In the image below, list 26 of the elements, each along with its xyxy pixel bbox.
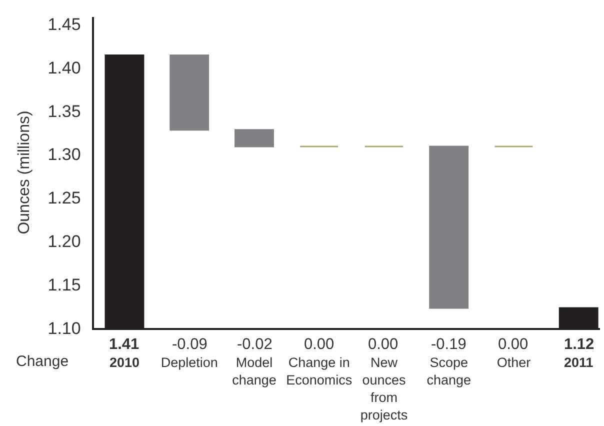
x-tick-label: 2011 [564,354,594,370]
y-axis-title: Ounces (millions) [16,110,34,234]
y-tick-label: 1.15 [48,276,81,295]
x-tick-label: Model change [232,354,276,388]
y-tick-label: 1.30 [48,145,81,164]
data-label: -0.19 [431,336,466,353]
x-tick-label: Scope change [426,354,471,388]
data-label: 0.00 [498,336,529,353]
y-tick-label: 1.45 [48,14,81,34]
x-tick-label: New ounces from projects [360,354,408,423]
data-label: -0.09 [172,336,208,353]
y-tick-label: 1.35 [48,102,81,121]
x-tick-label: Other [496,354,532,370]
data-label: 0.00 [368,336,399,353]
x-tick-label: Change in Economics [286,354,352,388]
text: Change [16,353,69,370]
data-label: -0.02 [237,336,272,353]
y-tick-label: 1.25 [48,188,81,208]
y-tick-label: 1.10 [48,318,81,338]
x-tick-label: Depletion [160,354,218,370]
y-tick-label: 1.20 [48,232,81,252]
data-label: 1.41 [109,336,140,353]
data-label: 0.00 [304,336,335,353]
x-tick-label: 2010 [109,354,140,370]
data-label: 1.12 [564,336,594,353]
y-tick-label: 1.40 [48,58,81,78]
